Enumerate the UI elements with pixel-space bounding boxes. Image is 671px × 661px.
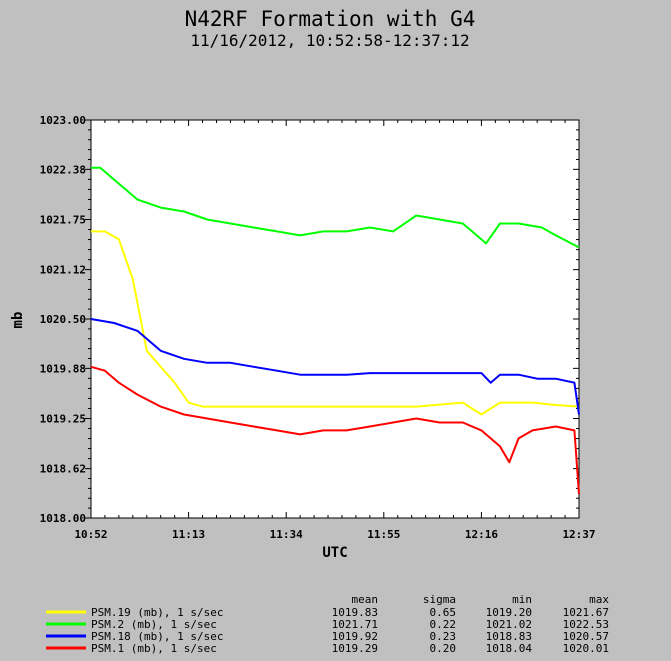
y-tick-label: 1023.00	[40, 114, 86, 127]
legend-series-name: PSM.2 (mb), 1 s/sec	[91, 618, 217, 631]
legend-stat-mean: 1019.92	[332, 630, 378, 643]
chart-title: N42RF Formation with G4	[185, 7, 476, 31]
legend-stat-min: 1021.02	[486, 618, 532, 631]
y-axis: 1023.00 1022.38 1021.75 1021.12 1020.50 1019.…	[40, 114, 579, 525]
y-tick-label: 1019.88	[40, 362, 86, 375]
legend-stat-sigma: 0.23	[430, 630, 457, 643]
chart-subtitle: 11/16/2012, 10:52:58-12:37:12	[190, 31, 469, 50]
legend-series-name: PSM.18 (mb), 1 s/sec	[91, 630, 223, 643]
y-tick-label: 1021.75	[40, 214, 86, 227]
y-tick-label: 1019.25	[40, 413, 86, 426]
x-tick-label: 10:52	[74, 528, 107, 541]
series-line-4	[90, 365, 580, 495]
y-tick-label: 1022.38	[40, 163, 86, 176]
x-tick-label: 12:16	[465, 528, 498, 541]
legend-stat-min: 1018.04	[486, 642, 533, 655]
legend-stat-mean: 1019.29	[332, 642, 378, 655]
plot-area	[90, 119, 580, 519]
series-line-3	[90, 318, 580, 415]
y-axis-label: mb	[10, 312, 26, 329]
series-line-2	[91, 166, 580, 249]
y-tick-label: 1018.62	[40, 463, 86, 476]
legend-stat-max: 1021.67	[563, 606, 609, 619]
stats-header-max: max	[589, 593, 609, 606]
x-tick-label: 11:34	[270, 528, 303, 541]
series-lines	[90, 166, 580, 495]
stats-header-min: min	[512, 593, 532, 606]
legend-stat-min: 1019.20	[486, 606, 532, 619]
y-tick-label: 1020.50	[40, 313, 86, 326]
legend-stat-mean: 1021.71	[332, 618, 378, 631]
x-axis: 10:52 11:13 11:34 11:55 12:16 12:37	[74, 120, 596, 541]
x-tick-label: 11:13	[172, 528, 205, 541]
legend: mean sigma min max PSM.19 (mb), 1 s/sec 1…	[46, 593, 609, 655]
stats-header-sigma: sigma	[423, 593, 456, 606]
legend-stat-max: 1020.01	[563, 642, 609, 655]
y-tick-label: 1021.12	[40, 264, 86, 277]
stats-header-mean: mean	[352, 593, 379, 606]
legend-stat-sigma: 0.65	[430, 606, 457, 619]
legend-stat-max: 1020.57	[563, 630, 609, 643]
x-tick-label: 11:55	[367, 528, 400, 541]
legend-stat-sigma: 0.22	[430, 618, 457, 631]
legend-stat-mean: 1019.83	[332, 606, 378, 619]
legend-stat-min: 1018.83	[486, 630, 532, 643]
y-tick-label: 1018.00	[40, 512, 86, 525]
series-line-1	[91, 230, 580, 416]
legend-series-name: PSM.1 (mb), 1 s/sec	[91, 642, 217, 655]
legend-stat-max: 1022.53	[563, 618, 609, 631]
legend-stat-sigma: 0.20	[430, 642, 457, 655]
x-axis-label: UTC	[322, 545, 347, 561]
legend-series-name: PSM.19 (mb), 1 s/sec	[91, 606, 223, 619]
x-tick-label: 12:37	[562, 528, 595, 541]
